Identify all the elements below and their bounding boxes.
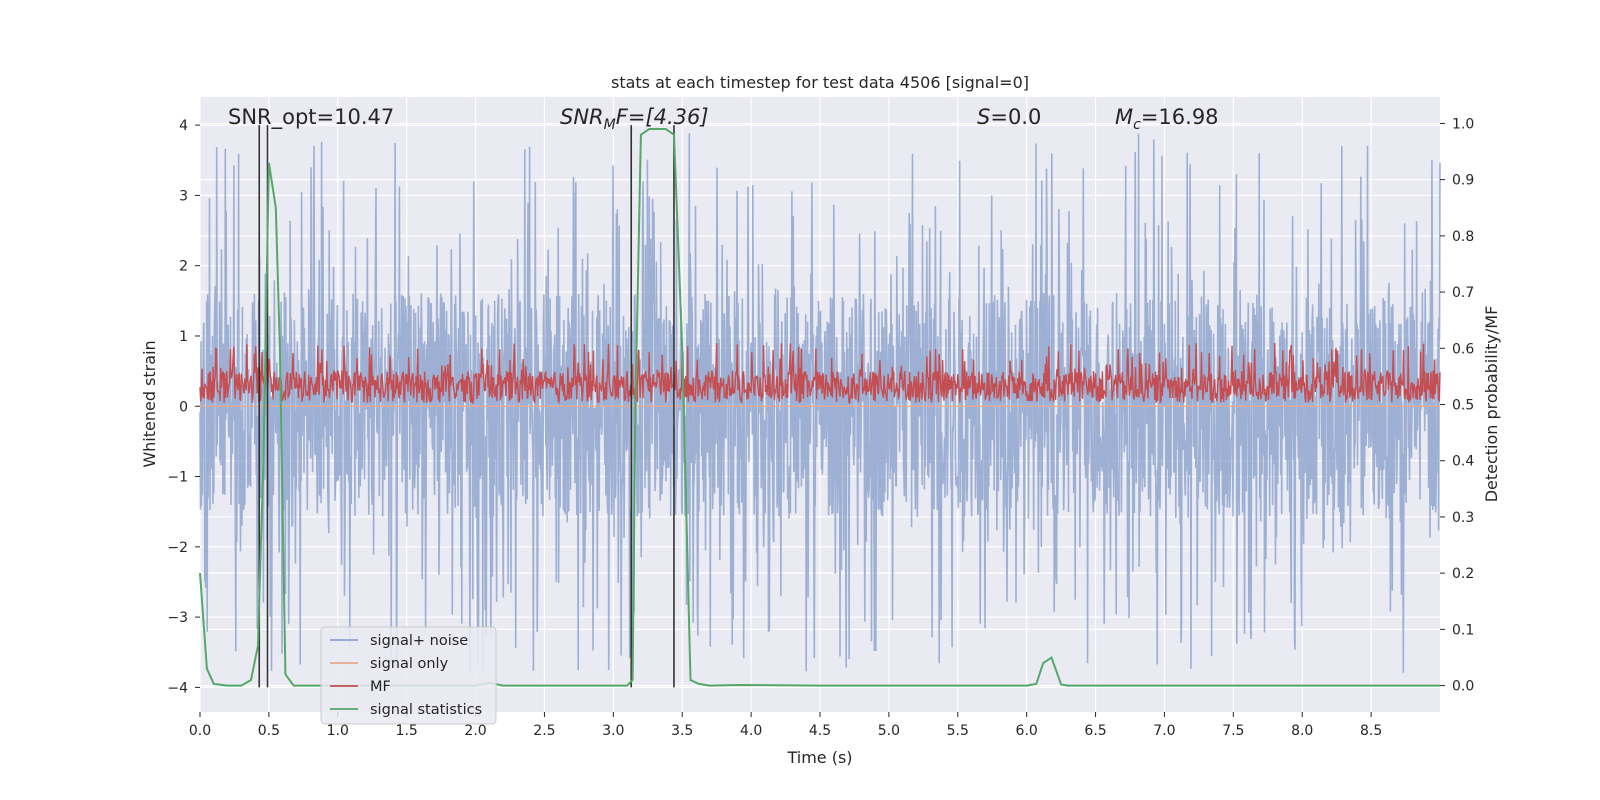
y-right-tick-label-6: 0.6	[1452, 341, 1474, 357]
chart-title: stats at each timestep for test data 450…	[611, 73, 1029, 92]
x-tick-label-8: 4.0	[740, 723, 762, 739]
annotation-mc: Mc=16.98	[1115, 105, 1219, 133]
x-tick-label-12: 6.0	[1016, 723, 1038, 739]
line-signal-statistics	[199, 128, 1440, 687]
legend-label-signal-noise: signal+ noise	[370, 633, 468, 649]
x-tick-label-2: 1.0	[327, 723, 349, 739]
x-tick-label-1: 0.5	[258, 723, 280, 739]
x-tick-label-4: 2.0	[464, 723, 486, 739]
x-tick-label-9: 4.5	[809, 723, 831, 739]
x-tick-label-11: 5.5	[947, 723, 969, 739]
series-signal-statistics	[199, 128, 1440, 687]
y-right-tick-label-5: 0.5	[1452, 398, 1474, 414]
x-tick-label-16: 8.0	[1291, 723, 1313, 739]
y-tick-label-7: 3	[179, 188, 188, 204]
y-tick-label-6: 2	[179, 259, 188, 275]
x-tick-label-10: 5.0	[878, 723, 900, 739]
y-tick-label-2: −2	[167, 540, 188, 556]
annotation-s: S=0.0	[977, 105, 1041, 129]
series-mf	[199, 342, 1441, 405]
line-mf	[199, 342, 1441, 405]
y-right-tick-label-1: 0.1	[1452, 622, 1474, 638]
y-axis-ticks: −4 −3 −2 −1 0 1 2 3 4	[167, 118, 200, 696]
y-tick-label-4: 0	[179, 399, 188, 415]
legend-label-mf: MF	[370, 679, 391, 695]
y-right-tick-label-8: 0.8	[1452, 229, 1474, 245]
legend-label-signal-only: signal only	[370, 656, 449, 672]
y-right-tick-label-9: 0.9	[1452, 173, 1474, 189]
annotation-snr-mf: SNRMF=[4.36]	[560, 105, 709, 133]
x-tick-label-15: 7.5	[1222, 723, 1244, 739]
series-signal-noise	[199, 133, 1441, 674]
legend: signal+ noise signal only MF signal stat…	[320, 626, 497, 725]
y-tick-label-1: −3	[167, 610, 188, 626]
x-tick-label-5: 2.5	[533, 723, 555, 739]
x-tick-label-3: 1.5	[396, 723, 418, 739]
x-axis-label: Time (s)	[786, 748, 852, 767]
y-right-tick-label-10: 1.0	[1452, 116, 1474, 132]
y-right-tick-label-0: 0.0	[1452, 679, 1474, 695]
y-tick-label-0: −4	[167, 680, 188, 696]
annotation-snr-opt: SNR_opt=10.47	[228, 105, 394, 130]
x-axis-ticks: 0.0 0.5 1.0 1.5 2.0 2.5 3.0 3.5 4.0 4.5 5.0 5.5 6.0 6…	[189, 712, 1382, 739]
x-tick-label-7: 3.5	[671, 723, 693, 739]
y-right-tick-label-4: 0.4	[1452, 454, 1474, 470]
y-right-tick-label-7: 0.7	[1452, 285, 1474, 301]
y-right-tick-label-3: 0.3	[1452, 510, 1474, 526]
x-tick-label-17: 8.5	[1360, 723, 1382, 739]
x-tick-label-13: 6.5	[1084, 723, 1106, 739]
y-tick-label-5: 1	[179, 329, 188, 345]
y-tick-label-3: −1	[167, 470, 188, 486]
line-signal-noise	[199, 133, 1441, 674]
y-tick-label-8: 4	[179, 118, 188, 134]
legend-box	[320, 626, 497, 725]
y-axis-right-label: Detection probability/MF	[1482, 306, 1501, 503]
y-axis-label: Whitened strain	[140, 340, 159, 467]
x-tick-label-14: 7.0	[1153, 723, 1175, 739]
y-axis-right-ticks: 0.0 0.1 0.2 0.3 0.4 0.5 0.6 0.7 0.8 0.9 1.0	[1440, 116, 1474, 695]
x-tick-label-6: 3.0	[602, 723, 624, 739]
x-tick-label-0: 0.0	[189, 723, 211, 739]
legend-label-signal-statistics: signal statistics	[370, 702, 482, 718]
y-right-tick-label-2: 0.2	[1452, 566, 1474, 582]
